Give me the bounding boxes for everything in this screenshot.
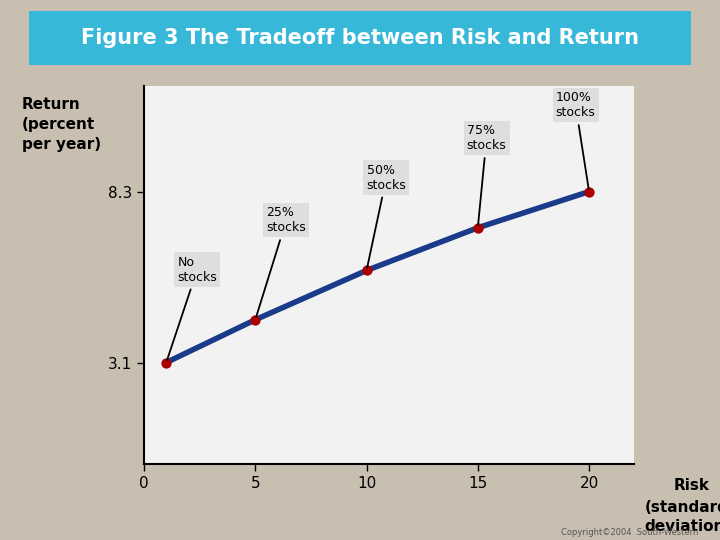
Text: Risk: Risk <box>673 478 709 493</box>
Text: deviation): deviation) <box>644 519 720 535</box>
Text: 25%
stocks: 25% stocks <box>256 206 306 317</box>
Point <box>161 358 172 367</box>
Point <box>250 315 261 324</box>
Text: (standard: (standard <box>644 500 720 515</box>
Point <box>472 224 484 232</box>
Point <box>583 187 595 196</box>
Point <box>361 266 372 275</box>
Text: Copyright©2004  South-Western: Copyright©2004 South-Western <box>561 528 698 537</box>
Text: No
stocks: No stocks <box>167 255 217 360</box>
Text: 75%
stocks: 75% stocks <box>467 124 506 225</box>
FancyBboxPatch shape <box>0 6 720 69</box>
Text: Figure 3 The Tradeoff between Risk and Return: Figure 3 The Tradeoff between Risk and R… <box>81 28 639 48</box>
Text: 50%
stocks: 50% stocks <box>366 164 406 268</box>
Text: Return
(percent
per year): Return (percent per year) <box>22 97 101 152</box>
Text: 100%
stocks: 100% stocks <box>556 91 595 189</box>
